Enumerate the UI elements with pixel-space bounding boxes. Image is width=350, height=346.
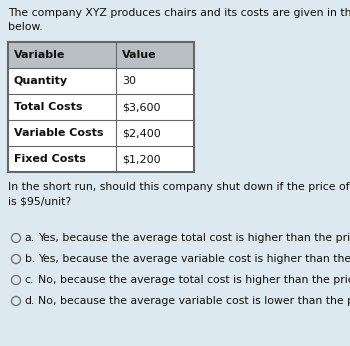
- Bar: [8, 94, 194, 120]
- Text: Yes, because the average variable cost is higher than the price.: Yes, because the average variable cost i…: [38, 254, 350, 264]
- Text: Value: Value: [122, 50, 157, 60]
- Text: $1,200: $1,200: [122, 154, 161, 164]
- Text: is $95/unit?: is $95/unit?: [8, 196, 71, 206]
- Text: below.: below.: [8, 22, 43, 32]
- Text: No, because the average total cost is higher than the price.: No, because the average total cost is hi…: [38, 275, 350, 285]
- Text: In the short run, should this company shut down if the price of the chair: In the short run, should this company sh…: [8, 182, 350, 192]
- Text: The company XYZ produces chairs and its costs are given in the table: The company XYZ produces chairs and its …: [8, 8, 350, 18]
- Text: c.: c.: [25, 275, 34, 285]
- Bar: [8, 42, 194, 172]
- Bar: [8, 120, 194, 146]
- Text: $3,600: $3,600: [122, 102, 161, 112]
- Text: a.: a.: [25, 233, 35, 243]
- Text: Quantity: Quantity: [14, 76, 68, 86]
- Text: Total Costs: Total Costs: [14, 102, 83, 112]
- Text: Yes, because the average total cost is higher than the price.: Yes, because the average total cost is h…: [38, 233, 350, 243]
- Text: No, because the average variable cost is lower than the price.: No, because the average variable cost is…: [38, 296, 350, 306]
- Bar: [8, 68, 194, 94]
- Bar: [8, 146, 194, 172]
- Text: $2,400: $2,400: [122, 128, 161, 138]
- Text: Variable: Variable: [14, 50, 65, 60]
- Text: b.: b.: [25, 254, 35, 264]
- Text: Fixed Costs: Fixed Costs: [14, 154, 86, 164]
- Bar: [8, 42, 194, 68]
- Text: Variable Costs: Variable Costs: [14, 128, 104, 138]
- Text: d.: d.: [25, 296, 35, 306]
- Text: 30: 30: [122, 76, 136, 86]
